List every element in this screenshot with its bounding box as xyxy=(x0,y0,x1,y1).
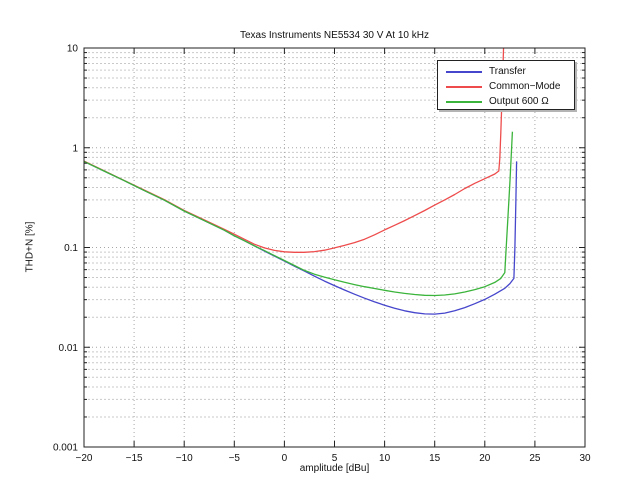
output-600-line-swatch xyxy=(446,100,482,103)
legend-item-transfer: Transfer xyxy=(438,64,574,79)
legend-label-transfer: Transfer xyxy=(489,66,526,77)
legend-label-output-600: Output 600 Ω xyxy=(489,96,549,107)
x-tick-label: −5 xyxy=(229,453,241,464)
tick-labels: −20 −15 −10 −5 0 5 10 15 20 25 30 10 1 0.1 0.01 0.001 xyxy=(53,44,591,465)
x-tick-label: 30 xyxy=(579,453,591,464)
y-tick-label: 0.1 xyxy=(64,243,78,254)
common-mode-line-swatch xyxy=(446,85,482,88)
y-axis-label: THD+N [%] xyxy=(24,221,36,273)
legend-label-common-mode: Common−Mode xyxy=(489,81,561,92)
axes xyxy=(83,47,586,448)
x-tick-label: −15 xyxy=(126,453,143,464)
legend-item-output-600: Output 600 Ω xyxy=(438,94,574,109)
grid xyxy=(84,48,585,447)
x-tick-label: 20 xyxy=(479,453,491,464)
x-tick-label: 5 xyxy=(332,453,338,464)
series-curves xyxy=(84,48,518,315)
x-tick-label: 10 xyxy=(379,453,391,464)
curve-output-600- xyxy=(84,131,514,297)
chart-title: Texas Instruments NE5534 30 V At 10 kHz xyxy=(240,30,429,41)
legend: Transfer Common−Mode Output 600 Ω xyxy=(437,60,575,110)
x-tick-label: −20 xyxy=(76,453,93,464)
y-tick-label: 0.01 xyxy=(59,343,79,354)
x-tick-label: 0 xyxy=(282,453,288,464)
curve-transfer xyxy=(84,160,518,315)
x-axis-label: amplitude [dBu] xyxy=(299,463,370,474)
x-tick-label: 25 xyxy=(529,453,541,464)
x-tick-label: 15 xyxy=(429,453,441,464)
transfer-line-swatch xyxy=(446,70,482,73)
y-tick-label: 10 xyxy=(67,44,79,55)
y-tick-label: 0.001 xyxy=(53,443,78,454)
legend-item-common-mode: Common−Mode xyxy=(438,79,574,94)
x-tick-label: −10 xyxy=(176,453,193,464)
curve-common-mode xyxy=(84,48,505,253)
y-tick-label: 1 xyxy=(72,143,78,154)
